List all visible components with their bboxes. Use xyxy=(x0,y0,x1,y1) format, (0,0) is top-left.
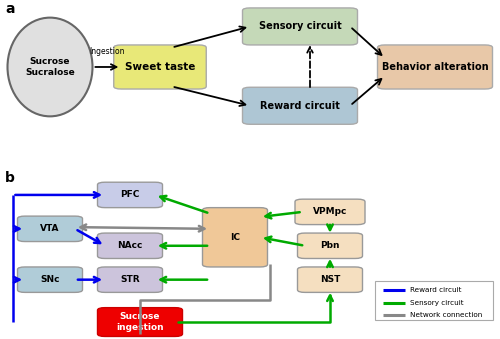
Text: NAcc: NAcc xyxy=(118,241,142,250)
FancyBboxPatch shape xyxy=(98,233,162,258)
Text: STR: STR xyxy=(120,275,140,284)
Text: PFC: PFC xyxy=(120,191,140,199)
Text: Reward circuit: Reward circuit xyxy=(410,287,462,293)
Text: Sensory circuit: Sensory circuit xyxy=(258,21,342,32)
Text: SNc: SNc xyxy=(40,275,60,284)
FancyBboxPatch shape xyxy=(18,267,82,292)
FancyBboxPatch shape xyxy=(18,216,82,241)
FancyBboxPatch shape xyxy=(298,233,362,258)
FancyBboxPatch shape xyxy=(98,267,162,292)
Text: Ingestion: Ingestion xyxy=(89,47,124,56)
Text: Sucrose
Sucralose: Sucrose Sucralose xyxy=(25,57,75,77)
FancyBboxPatch shape xyxy=(114,45,206,89)
FancyBboxPatch shape xyxy=(375,281,492,319)
FancyBboxPatch shape xyxy=(378,45,492,89)
Text: Sweet taste: Sweet taste xyxy=(125,62,195,72)
Text: Behavior alteration: Behavior alteration xyxy=(382,62,488,72)
FancyBboxPatch shape xyxy=(98,182,162,207)
FancyBboxPatch shape xyxy=(98,308,182,336)
FancyBboxPatch shape xyxy=(295,199,365,225)
Text: Reward circuit: Reward circuit xyxy=(260,101,340,111)
Text: VPMpc: VPMpc xyxy=(313,207,347,216)
Text: NST: NST xyxy=(320,275,340,284)
Text: Network connection: Network connection xyxy=(410,312,482,318)
Text: Sucrose
ingestion: Sucrose ingestion xyxy=(116,312,164,332)
Text: VTA: VTA xyxy=(40,224,60,233)
Text: Pbn: Pbn xyxy=(320,241,340,250)
FancyBboxPatch shape xyxy=(202,207,268,267)
Text: IC: IC xyxy=(230,233,240,242)
Text: a: a xyxy=(5,2,15,16)
Text: b: b xyxy=(5,171,15,185)
FancyBboxPatch shape xyxy=(298,267,362,292)
FancyBboxPatch shape xyxy=(242,8,358,45)
Ellipse shape xyxy=(8,18,92,116)
Text: Sensory circuit: Sensory circuit xyxy=(410,299,464,305)
FancyBboxPatch shape xyxy=(242,87,358,124)
